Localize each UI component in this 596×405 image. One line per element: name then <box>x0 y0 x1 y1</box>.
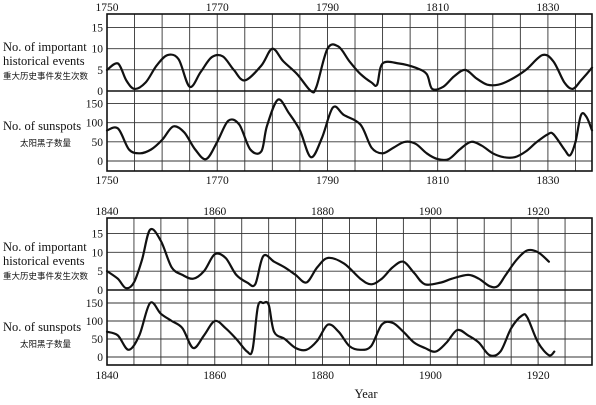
panel-1-series-1-y-tick: 5 <box>97 65 103 77</box>
panel-2-series-1-y-tick: 10 <box>92 247 104 259</box>
panel-2-series-2-y-tick: 0 <box>97 352 103 364</box>
panel-1-series-2-y-tick: 150 <box>86 99 104 111</box>
panel-1-x-tick-bottom: 1810 <box>426 175 449 187</box>
panel-2-x-tick-bottom: 1920 <box>527 370 550 382</box>
panel-1-series-1-y-tick: 10 <box>92 44 104 56</box>
panel-2-series-2-line <box>105 300 556 358</box>
panel-1-x-tick-top: 1810 <box>426 2 449 14</box>
panel-2-series-2-y-tick: 50 <box>92 334 104 346</box>
panel-1-sunspots-label-cn: 太阳黑子数量 <box>20 138 72 149</box>
panel-2-labels: No. of important historical events 重大历史事… <box>3 240 89 350</box>
panel-2-x-tick-top: 1900 <box>419 206 442 218</box>
panel-2-sunspots-label-cn: 太阳黑子数量 <box>20 339 72 350</box>
panel-1-events-label-cn: 重大历史事件发生次数 <box>3 71 89 82</box>
panel-1-x-tick-bottom: 1790 <box>316 175 339 187</box>
panel-2-x-tick-top: 1880 <box>311 206 334 218</box>
panel-1-labels: No. of important historical events 重大历史事… <box>3 40 89 149</box>
panel-1-events-label-line-1: No. of important <box>3 40 87 54</box>
panel-1-x-tick-bottom: 1770 <box>206 175 229 187</box>
panel-1-series-1-y-tick: 15 <box>92 23 104 35</box>
panel-1-x-tick-top: 1750 <box>96 2 119 14</box>
panel-2-series-2-y-tick: 150 <box>86 298 104 310</box>
panel-2-events-label-line-1: No. of important <box>3 240 87 254</box>
plot-area: 1510501501005001750175017701770179017901… <box>86 2 594 382</box>
panel-1-sunspots-label: No. of sunspots <box>3 119 81 133</box>
panel-2-frame <box>106 217 593 366</box>
panel-1-x-tick-top: 1830 <box>536 2 559 14</box>
panel-2: 1510501501005001840184018601860188018801… <box>86 206 593 382</box>
panel-1-x-tick-top: 1790 <box>316 2 339 14</box>
panel-2-series-2-y-tick: 100 <box>86 316 104 328</box>
panel-2-x-tick-top: 1840 <box>96 206 119 218</box>
panel-2-x-tick-bottom: 1900 <box>419 370 442 382</box>
x-axis-label: Year <box>354 387 378 401</box>
panel-2-sunspots-label: No. of sunspots <box>3 320 81 334</box>
panel-1-x-tick-bottom: 1750 <box>96 175 119 187</box>
panel-2-series-1-y-tick: 5 <box>97 266 103 278</box>
panel-1: 1510501501005001750175017701770179017901… <box>86 2 594 187</box>
panel-2-x-tick-top: 1920 <box>527 206 550 218</box>
panel-1-x-tick-bottom: 1830 <box>536 175 559 187</box>
panel-2-series-1-y-tick: 15 <box>92 228 104 240</box>
panel-2-x-tick-bottom: 1840 <box>96 370 119 382</box>
panel-1-x-tick-top: 1770 <box>206 2 229 14</box>
panel-1-frame <box>106 13 593 172</box>
panel-2-series-1-line <box>105 227 550 290</box>
panel-1-series-1-line <box>105 43 594 94</box>
panel-2-series-1-y-tick: 0 <box>97 285 103 297</box>
panel-1-series-2-y-tick: 0 <box>97 156 103 168</box>
panel-1-events-label-line-2: historical events <box>3 54 85 68</box>
panel-2-x-tick-top: 1860 <box>203 206 226 218</box>
panel-1-series-1-y-tick: 0 <box>97 86 103 98</box>
panel-2-events-label-line-2: historical events <box>3 254 85 268</box>
panel-2-events-label-cn: 重大历史事件发生次数 <box>3 271 89 282</box>
panel-2-x-tick-bottom: 1880 <box>311 370 334 382</box>
panel-2-x-tick-bottom: 1860 <box>203 370 226 382</box>
panel-1-series-2-y-tick: 100 <box>86 118 104 130</box>
panel-1-series-2-line <box>105 98 594 162</box>
panel-1-series-2-y-tick: 50 <box>92 137 104 149</box>
